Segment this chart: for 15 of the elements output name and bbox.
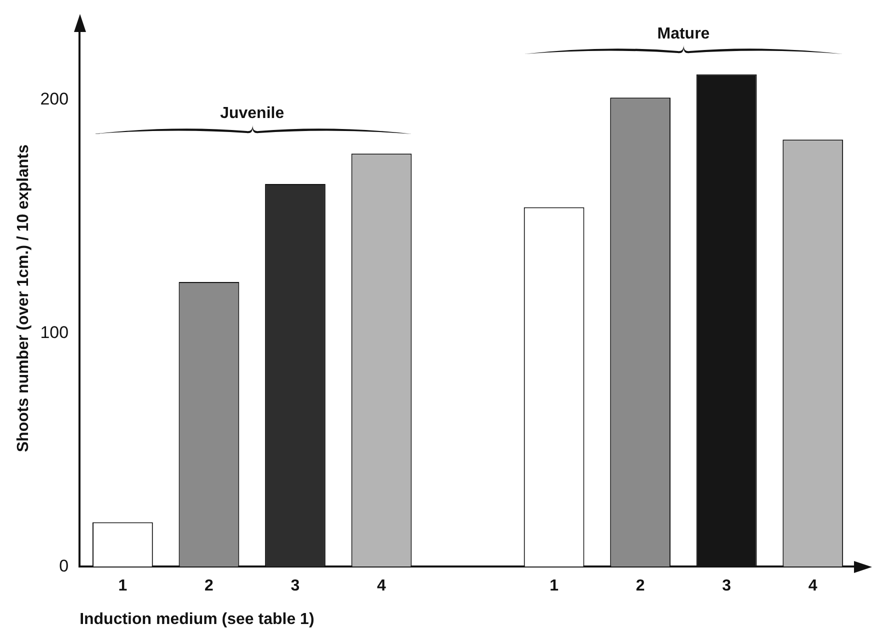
x-tick-label: 1 xyxy=(550,578,559,595)
x-tick-label: 3 xyxy=(722,578,732,595)
x-tick-label: 2 xyxy=(204,578,214,595)
x-tick-label: 2 xyxy=(636,578,645,595)
x-tick-label: 3 xyxy=(290,578,300,595)
x-tick-label: 1 xyxy=(118,578,128,595)
x-tick-label: 4 xyxy=(808,578,818,595)
y-tick-label: 100 xyxy=(40,322,69,342)
y-tick-label: 200 xyxy=(40,90,69,109)
y-axis-title: Shoots number (over 1cm.) / 10 explants xyxy=(15,144,32,452)
x-tick-label: 4 xyxy=(377,578,386,595)
y-tick-label: 0 xyxy=(59,556,69,576)
annotation: Mature xyxy=(657,26,710,43)
annotation: Juvenile xyxy=(220,105,284,122)
x-axis-title: Induction medium (see table 1) xyxy=(80,610,314,628)
